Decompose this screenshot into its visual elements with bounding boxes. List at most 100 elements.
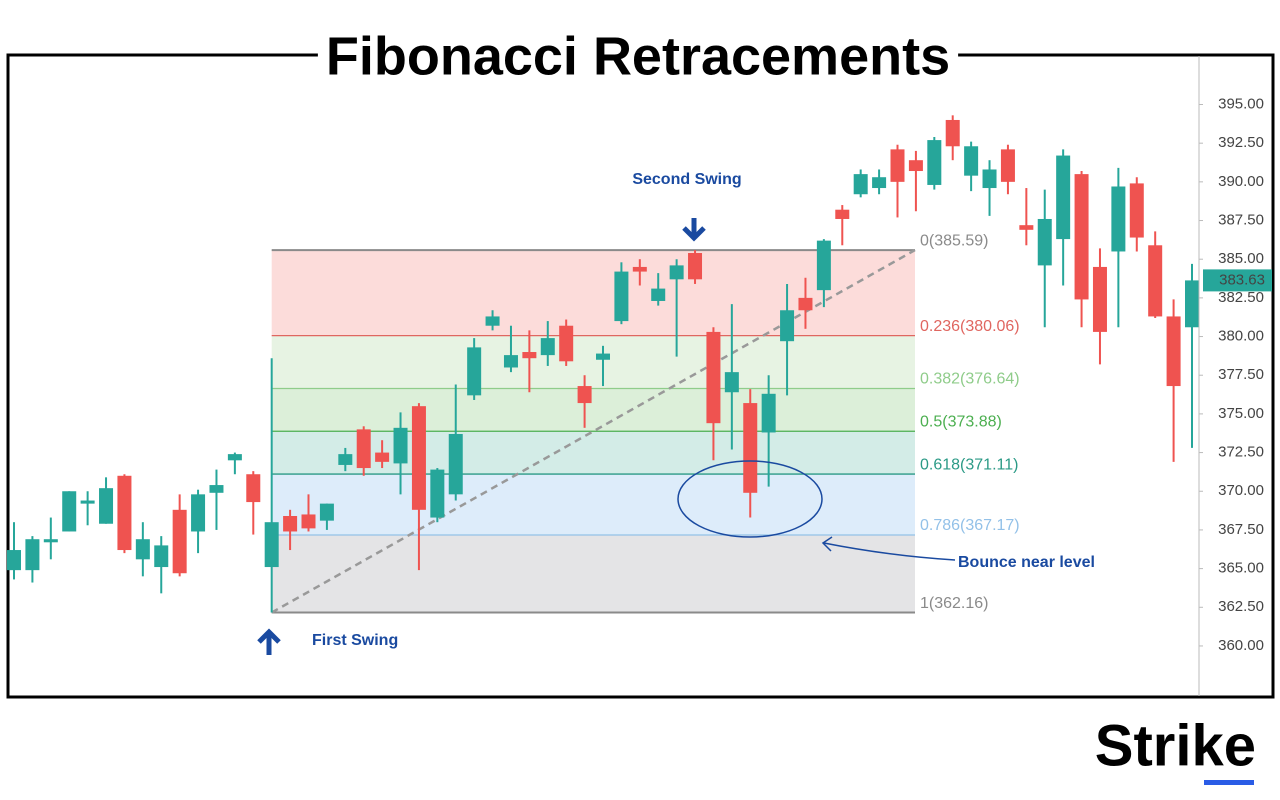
y-tick-label: 392.50 xyxy=(1218,134,1264,151)
candle-body xyxy=(816,240,831,291)
candle-body xyxy=(780,310,795,342)
candle-body xyxy=(1092,266,1107,332)
annotation: Second Swing xyxy=(632,171,741,188)
fib-zone xyxy=(271,388,915,432)
fib-level-label: 0.786(367.17) xyxy=(920,517,1020,534)
candle-body xyxy=(1129,183,1144,238)
candle-body xyxy=(669,265,684,280)
candle-body xyxy=(596,353,610,360)
candle-body xyxy=(485,316,500,326)
fib-level-label: 0.5(373.88) xyxy=(920,413,1002,430)
candle-body xyxy=(80,500,95,504)
candle-body xyxy=(651,288,666,301)
first-swing-arrow xyxy=(257,628,281,655)
candle-body xyxy=(577,386,592,404)
title-background xyxy=(317,26,959,87)
bounce-arrow xyxy=(823,542,956,561)
candle-body xyxy=(7,550,21,571)
candle-body xyxy=(559,325,574,362)
y-tick-label: 367.50 xyxy=(1218,521,1264,538)
annotation: Bounce near level xyxy=(958,554,1095,571)
bounce-arrow-head xyxy=(821,536,833,552)
y-tick-label: 387.50 xyxy=(1218,211,1264,228)
candle-body xyxy=(430,469,445,518)
fib-zone xyxy=(271,250,915,336)
y-tick-label: 377.50 xyxy=(1218,366,1264,383)
candle-body xyxy=(1185,280,1199,328)
candle-body xyxy=(25,539,40,571)
logo: Strike xyxy=(1095,713,1256,778)
candle-body xyxy=(908,160,923,172)
y-tick-label: 370.00 xyxy=(1218,482,1264,499)
candle-body xyxy=(853,174,868,195)
y-tick-label: 365.00 xyxy=(1218,560,1264,577)
candle-body xyxy=(356,429,371,469)
candle-body xyxy=(172,509,187,574)
candle-body xyxy=(448,434,463,495)
fib-zone xyxy=(271,474,915,536)
candle-body xyxy=(1037,218,1052,266)
candle-body xyxy=(375,452,390,462)
logo-accent xyxy=(1204,780,1254,785)
annotation: First Swing xyxy=(312,632,398,649)
candle-body xyxy=(62,491,77,532)
fib-level-label: 0.382(376.64) xyxy=(920,371,1020,388)
candle-body xyxy=(835,209,850,219)
candle-body xyxy=(964,146,979,176)
fib-level-label: 0.236(380.06) xyxy=(920,318,1020,335)
candle-body xyxy=(264,522,279,568)
candle-body xyxy=(1000,149,1015,182)
candle-body xyxy=(724,372,739,393)
candle-body xyxy=(540,338,555,356)
candle-body xyxy=(614,271,629,322)
candle-body xyxy=(393,427,408,464)
candle-body xyxy=(761,393,776,433)
last-price-label: 383.63 xyxy=(1219,271,1265,288)
candle-body xyxy=(522,352,537,359)
candle-body xyxy=(1056,155,1071,240)
fib-zones: 0(385.59) 0.236(380.06) 0.382(376.64) 0.5(3… xyxy=(271,232,1020,614)
candle-body xyxy=(798,297,813,311)
candle-body xyxy=(43,539,58,543)
candle-body xyxy=(411,406,426,510)
candles xyxy=(7,115,1199,613)
candle-body xyxy=(99,488,114,524)
second-swing-arrow xyxy=(682,218,706,242)
candle-body xyxy=(246,474,261,503)
candle-body xyxy=(467,347,482,396)
candle-body xyxy=(890,149,905,182)
trend-line xyxy=(271,248,916,614)
candle-body xyxy=(227,454,242,461)
candle-body xyxy=(743,403,758,493)
candle-body xyxy=(117,475,132,551)
y-tick-label: 380.00 xyxy=(1218,328,1264,345)
y-tick-label: 395.00 xyxy=(1218,95,1264,112)
candle-body xyxy=(301,514,316,529)
candle-body xyxy=(632,266,647,272)
candle-body xyxy=(209,485,224,493)
candle-body xyxy=(945,119,960,147)
candle-body xyxy=(1148,245,1163,317)
candle-body xyxy=(191,494,206,532)
y-tick-label: 375.00 xyxy=(1218,405,1264,422)
candle-body xyxy=(927,140,942,185)
fib-zone xyxy=(271,335,915,389)
candle-body xyxy=(338,454,353,465)
y-tick-label: 390.00 xyxy=(1218,173,1264,190)
candle-body xyxy=(135,539,150,560)
y-tick-label: 372.50 xyxy=(1218,444,1264,461)
bounce-ellipse xyxy=(677,460,823,538)
fib-level-label: 0(385.59) xyxy=(920,232,989,249)
chart-title: Fibonacci Retracements xyxy=(326,26,950,86)
y-tick-label: 385.00 xyxy=(1218,250,1264,267)
fib-level-label: 0.618(371.11) xyxy=(920,456,1018,473)
candle-body xyxy=(982,169,997,189)
candle-body xyxy=(688,253,703,280)
fib-zone xyxy=(271,535,915,613)
fib-level-label: 1(362.16) xyxy=(920,595,989,612)
candle-body xyxy=(1111,186,1126,252)
y-tick-label: 382.50 xyxy=(1218,289,1264,306)
candle-body xyxy=(154,545,169,568)
